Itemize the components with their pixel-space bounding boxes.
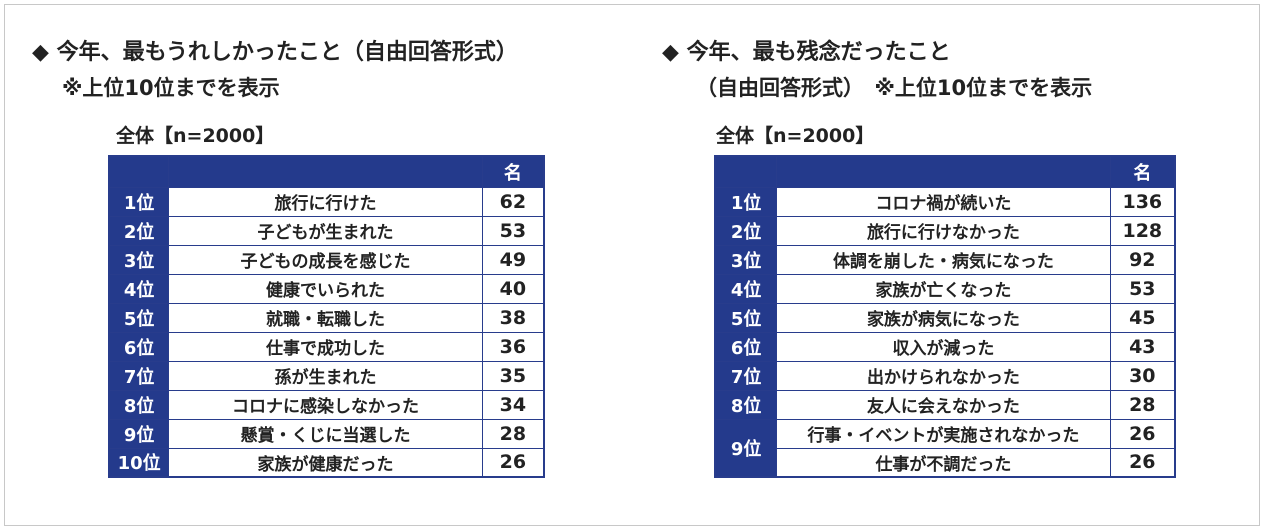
rank-header (108, 155, 170, 188)
table-row: 6位 仕事で成功した 36 (108, 331, 545, 362)
table-row: 10位 家族が健康だった 26 (108, 447, 545, 478)
table-header-row: 名 (714, 155, 1176, 188)
rank-cell: 9位 (108, 418, 170, 449)
rank-cell: 3位 (714, 244, 778, 275)
item-cell: 家族が健康だった (168, 447, 483, 478)
table-row: 8位 コロナに感染しなかった 34 (108, 389, 545, 420)
table-row: 3位 体調を崩した・病気になった 92 (714, 244, 1176, 275)
item-cell: 旅行に行けなかった (776, 215, 1111, 246)
table-row: 1位 コロナ禍が続いた 136 (714, 186, 1176, 217)
count-cell: 62 (481, 186, 545, 217)
count-cell: 30 (1109, 360, 1176, 391)
count-cell: 53 (1109, 273, 1176, 304)
count-cell: 28 (481, 418, 545, 449)
rank-cell: 3位 (108, 244, 170, 275)
item-cell: 子どもの成長を感じた (168, 244, 483, 275)
count-cell: 136 (1109, 186, 1176, 217)
item-cell: 孫が生まれた (168, 360, 483, 391)
rank-cell: 8位 (714, 389, 778, 420)
unit-header: 名 (481, 155, 545, 188)
right-ranking-table: 名 1位 コロナ禍が続いた 136 2位 旅行に行けなかった 128 3位 体調を崩した・病気… (714, 155, 1176, 478)
rank-cell: 9位 (714, 418, 778, 478)
count-cell: 53 (481, 215, 545, 246)
rank-cell: 5位 (108, 302, 170, 333)
table-row: 9位 行事・イベントが実施されなかった 26 (714, 418, 1176, 478)
table-row: 8位 友人に会えなかった 28 (714, 389, 1176, 420)
count-cell: 35 (481, 360, 545, 391)
item-cell: 行事・イベントが実施されなかった (776, 418, 1111, 449)
table-row: 仕事が不調だった 26 (715, 447, 1176, 478)
rank-cell: 7位 (714, 360, 778, 391)
item-cell: 就職・転職した (168, 302, 483, 333)
left-title: ◆ 今年、最もうれしかったこと（自由回答形式） (32, 40, 518, 65)
rank-cell: 2位 (714, 215, 778, 246)
rank-cell: 10位 (108, 447, 170, 478)
table-row: 1位 旅行に行けた 62 (108, 186, 545, 217)
rank-cell: 4位 (714, 273, 778, 304)
count-cell: 34 (481, 389, 545, 420)
rank-cell: 2位 (108, 215, 170, 246)
table-row: 7位 出かけられなかった 30 (714, 360, 1176, 391)
rank-cell: 6位 (714, 331, 778, 362)
count-cell: 40 (481, 273, 545, 304)
count-cell: 49 (481, 244, 545, 275)
count-cell: 45 (1109, 302, 1176, 333)
count-cell: 26 (1109, 418, 1176, 449)
item-cell: 家族が亡くなった (776, 273, 1111, 304)
figure-frame (4, 4, 1260, 526)
item-cell: 出かけられなかった (776, 360, 1111, 391)
rank-cell: 1位 (108, 186, 170, 217)
table-row: 2位 子どもが生まれた 53 (108, 215, 545, 246)
table-row: 5位 就職・転職した 38 (108, 302, 545, 333)
item-cell: コロナに感染しなかった (168, 389, 483, 420)
rank-header (714, 155, 778, 188)
table-row: 4位 健康でいられた 40 (108, 273, 545, 304)
unit-header: 名 (1109, 155, 1176, 188)
count-cell: 38 (481, 302, 545, 333)
table-row: 3位 子どもの成長を感じた 49 (108, 244, 545, 275)
item-cell: 家族が病気になった (776, 302, 1111, 333)
count-cell: 92 (1109, 244, 1176, 275)
right-title: ◆ 今年、最も残念だったこと (662, 40, 951, 65)
table-row: 7位 孫が生まれた 35 (108, 360, 545, 391)
rank-cell: 7位 (108, 360, 170, 391)
item-cell: 旅行に行けた (168, 186, 483, 217)
rank-cell: 5位 (714, 302, 778, 333)
left-ranking-table: 名 1位 旅行に行けた 62 2位 子どもが生まれた 53 3位 子どもの成長を感じた 49 4位… (108, 155, 545, 478)
rank-cell: 8位 (108, 389, 170, 420)
item-header (776, 155, 1111, 188)
table-header-row: 名 (108, 155, 545, 188)
item-cell: 仕事が不調だった (776, 447, 1111, 478)
item-cell: コロナ禍が続いた (776, 186, 1111, 217)
item-cell: 懸賞・くじに当選した (168, 418, 483, 449)
count-cell: 28 (1109, 389, 1176, 420)
item-cell: 収入が減った (776, 331, 1111, 362)
count-cell: 128 (1109, 215, 1176, 246)
left-sample-size: 全体【n=2000】 (116, 125, 275, 147)
item-cell: 友人に会えなかった (776, 389, 1111, 420)
table-row: 4位 家族が亡くなった 53 (714, 273, 1176, 304)
count-cell: 36 (481, 331, 545, 362)
count-cell: 26 (1109, 447, 1176, 478)
count-cell: 43 (1109, 331, 1176, 362)
left-note: ※上位10位までを表示 (62, 76, 280, 100)
item-cell: 健康でいられた (168, 273, 483, 304)
rank-cell: 1位 (714, 186, 778, 217)
right-title-line2: （自由回答形式） ※上位10位までを表示 (696, 76, 1093, 100)
item-header (168, 155, 483, 188)
table-row: 5位 家族が病気になった 45 (714, 302, 1176, 333)
item-cell: 子どもが生まれた (168, 215, 483, 246)
item-cell: 体調を崩した・病気になった (776, 244, 1111, 275)
rank-cell: 6位 (108, 331, 170, 362)
item-cell: 仕事で成功した (168, 331, 483, 362)
count-cell: 26 (481, 447, 545, 478)
table-row: 2位 旅行に行けなかった 128 (714, 215, 1176, 246)
rank-cell: 4位 (108, 273, 170, 304)
right-sample-size: 全体【n=2000】 (716, 125, 875, 147)
table-row: 6位 収入が減った 43 (714, 331, 1176, 362)
table-row: 9位 懸賞・くじに当選した 28 (108, 418, 545, 449)
